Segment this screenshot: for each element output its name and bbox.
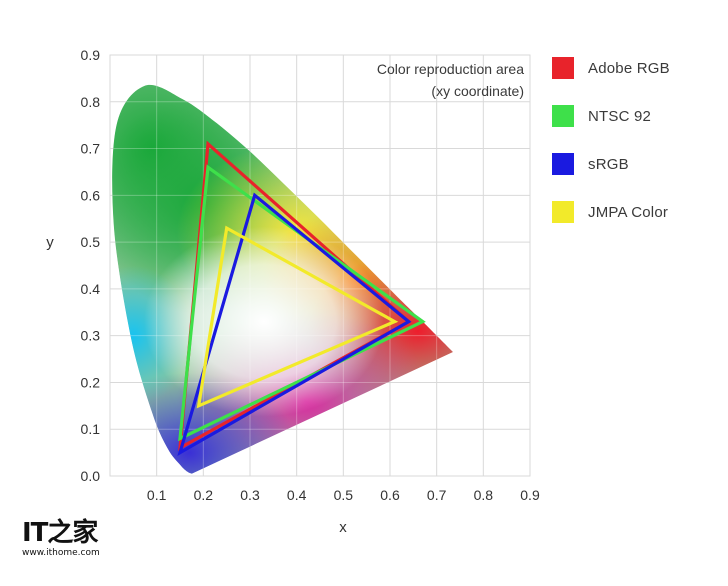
logo-url: www.ithome.com — [22, 548, 100, 558]
axes: 0.1 0.2 0.3 0.4 0.5 0.6 0.7 0.8 0.9 0.0 0.1 0.2 0.3 0… — [81, 47, 540, 503]
legend-label-jmpa-color: JMPA Color — [588, 203, 669, 221]
ithome-logo: IT之家 www.ithome.com — [22, 512, 112, 562]
legend-label-ntsc-92: NTSC 92 — [588, 107, 652, 125]
y-tick-label: 0.6 — [81, 187, 101, 203]
y-tick-label: 0.8 — [81, 94, 101, 110]
gamut-jmpa-color — [196, 225, 399, 409]
legend-item-srgb: sRGB — [552, 152, 722, 176]
annotation-line-1: Color reproduction area — [377, 61, 524, 77]
x-tick-label: 0.7 — [427, 487, 447, 503]
y-tick-label: 0.9 — [81, 47, 101, 63]
legend-swatch-srgb — [552, 153, 574, 175]
gamut-triangles — [177, 140, 426, 456]
y-axis-label: y — [46, 234, 54, 251]
x-tick-label: 0.2 — [194, 487, 214, 503]
x-tick-label: 0.1 — [147, 487, 167, 503]
y-tick-label: 0.7 — [81, 141, 101, 157]
gamut-srgb — [177, 192, 412, 456]
legend-item-jmpa-color: JMPA Color — [552, 200, 722, 224]
x-tick-label: 0.4 — [287, 487, 307, 503]
y-tick-label: 0.2 — [81, 374, 101, 390]
x-tick-label: 0.3 — [240, 487, 260, 503]
x-tick-label: 0.5 — [334, 487, 354, 503]
annotation-line-2: (xy coordinate) — [431, 83, 524, 99]
y-tick-label: 0.0 — [81, 468, 101, 484]
legend-label-srgb: sRGB — [588, 155, 629, 173]
x-tick-label: 0.6 — [380, 487, 400, 503]
x-tick-label: 0.8 — [474, 487, 494, 503]
legend-swatch-jmpa-color — [552, 201, 574, 223]
y-tick-label: 0.1 — [81, 421, 101, 437]
y-tick-label: 0.4 — [81, 281, 101, 297]
logo-mark: IT之家 — [22, 518, 98, 548]
x-tick-label: 0.9 — [520, 487, 540, 503]
white-point-region — [144, 226, 384, 417]
legend-item-ntsc-92: NTSC 92 — [552, 104, 722, 128]
legend: Adobe RGB NTSC 92 sRGB JMPA Color — [552, 56, 722, 248]
y-tick-label: 0.3 — [81, 328, 101, 344]
y-tick-label: 0.5 — [81, 234, 101, 250]
legend-swatch-adobe-rgb — [552, 57, 574, 79]
x-axis-label: x — [339, 519, 347, 536]
legend-item-adobe-rgb: Adobe RGB — [552, 56, 722, 80]
legend-label-adobe-rgb: Adobe RGB — [588, 59, 670, 77]
legend-swatch-ntsc-92 — [552, 105, 574, 127]
